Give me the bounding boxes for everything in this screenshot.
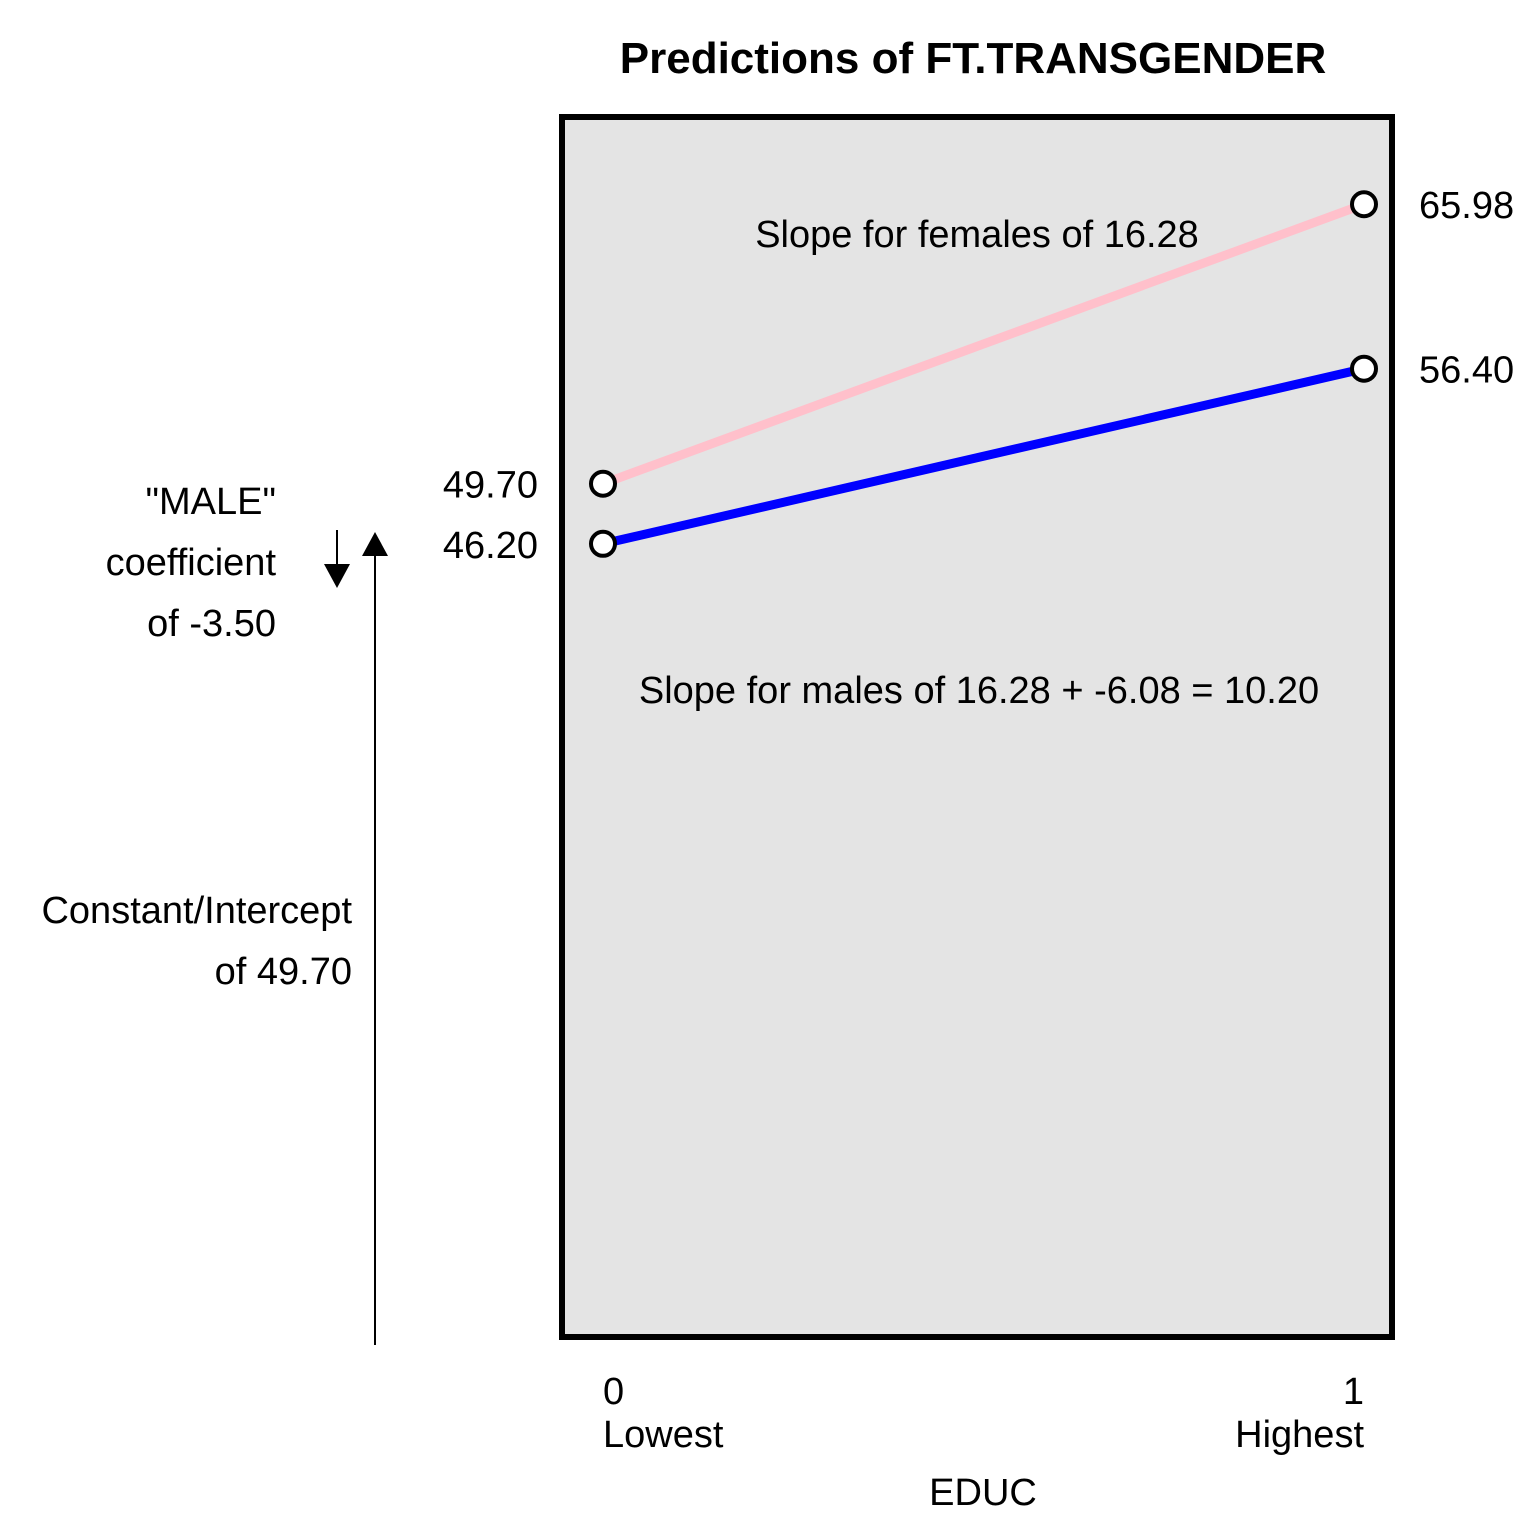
plot-panel: [559, 114, 1395, 1340]
female-series-line: [601, 199, 1366, 488]
chart-title: Predictions of FT.TRANSGENDER: [620, 34, 1327, 83]
male-series-line: [601, 364, 1366, 549]
female-value-label-0: 49.70: [443, 465, 538, 507]
down-arrow: [324, 530, 350, 588]
up-arrow: [362, 532, 388, 1345]
female-point-1: [1350, 190, 1378, 219]
label-layer: 49.70 65.98 46.20 56.40: [443, 185, 1514, 567]
x-axis-label: EDUC: [929, 1472, 1037, 1514]
female-value-label-1: 65.98: [1419, 185, 1514, 227]
male-slope-annotation: Slope for males of 16.28 + -6.08 = 10.20: [639, 670, 1319, 712]
female-slope-annotation: Slope for females of 16.28: [755, 214, 1199, 256]
x-tick-0-label: Lowest: [603, 1414, 724, 1456]
male-value-label-1: 56.40: [1419, 350, 1514, 392]
intercept-line-2: of 49.70: [215, 951, 352, 993]
male-value-label-0: 46.20: [443, 525, 538, 567]
series-layer: [601, 199, 1366, 549]
male-coef-line-3: of -3.50: [147, 603, 276, 645]
male-coef-line-2: coefficient: [106, 542, 277, 584]
x-tick-0-number: 0: [603, 1371, 624, 1413]
male-point-1: [1350, 354, 1378, 383]
male-coef-line-1: "MALE": [146, 481, 276, 523]
intercept-line-1: Constant/Intercept: [41, 890, 352, 932]
x-tick-1-label: Highest: [1235, 1414, 1364, 1456]
marker-layer: [589, 190, 1378, 558]
female-point-0: [589, 469, 617, 498]
x-tick-1-number: 1: [1343, 1371, 1364, 1413]
male-point-0: [589, 529, 617, 558]
